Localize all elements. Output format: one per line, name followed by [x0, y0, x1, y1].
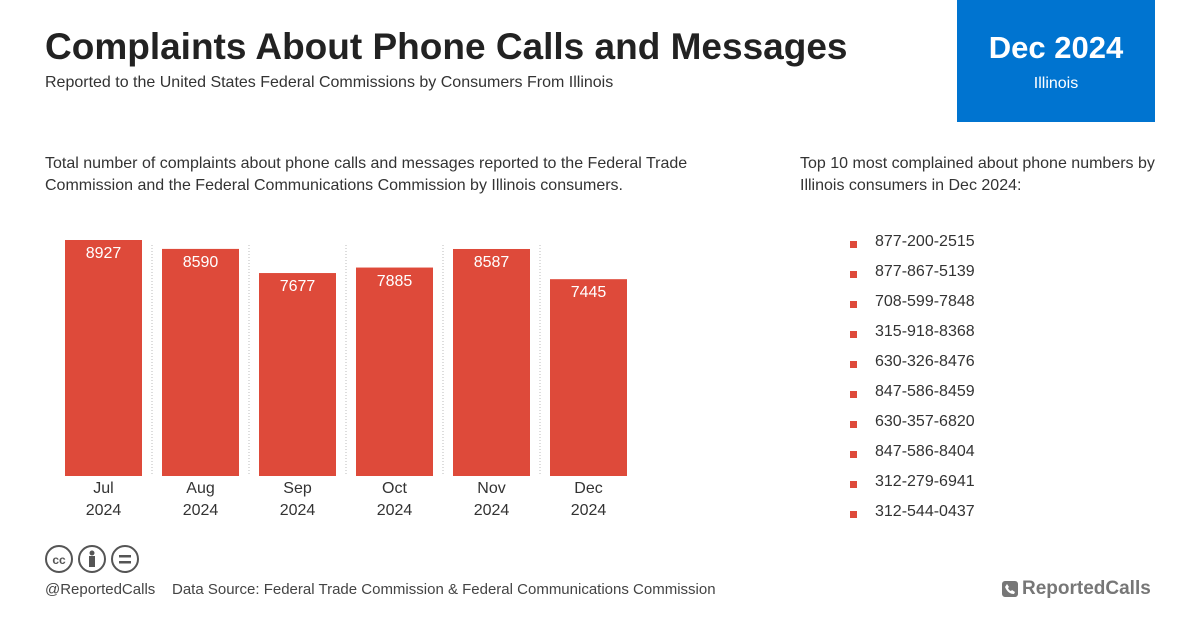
- brand: ReportedCalls: [1022, 578, 1151, 599]
- value-label: 8590: [182, 253, 219, 271]
- phone-number: 847-586-8404: [875, 443, 975, 460]
- bar: [550, 279, 627, 476]
- x-tick-label: Nov 2024: [473, 480, 510, 519]
- bar: [356, 267, 433, 476]
- bullet: [850, 271, 857, 278]
- value-label: 8587: [473, 253, 510, 271]
- phone-number: 312-544-0437: [875, 503, 975, 520]
- phone-number: 708-599-7848: [875, 293, 975, 310]
- badge-subtitle: Illinois: [1033, 75, 1079, 92]
- value-label: 7885: [376, 272, 413, 290]
- chart-description: Total number of complaints about phone c…: [45, 155, 688, 194]
- phone-number: 630-357-6820: [875, 413, 975, 430]
- subtitle: Reported to the United States Federal Co…: [45, 74, 614, 91]
- bar: [259, 273, 336, 476]
- value-label: 7677: [279, 278, 316, 296]
- badge: Dec 2024 Illinois: [957, 0, 1155, 122]
- x-tick-label: Oct 2024: [376, 480, 413, 519]
- handle: @ReportedCalls: [45, 581, 156, 598]
- bullet: [850, 421, 857, 428]
- bullet: [850, 331, 857, 338]
- phone-number: 312-279-6941: [875, 473, 975, 490]
- value-label: 7445: [570, 284, 607, 302]
- phone-number: 315-918-8368: [875, 323, 975, 340]
- phone-number: 847-586-8459: [875, 383, 975, 400]
- brand-icon: [1002, 581, 1018, 597]
- license-icons: cc: [45, 545, 139, 573]
- phone-number: 877-200-2515: [875, 233, 975, 250]
- list-title: Top 10 most complained about phone numbe…: [800, 155, 1155, 194]
- bullet: [850, 481, 857, 488]
- x-tick-label: Dec 2024: [570, 480, 607, 519]
- bar: [65, 240, 142, 476]
- x-tick-label: Aug 2024: [182, 480, 219, 519]
- bullet: [850, 391, 857, 398]
- phone-number: 877-867-5139: [875, 263, 975, 280]
- bullet: [850, 361, 857, 368]
- chart: [65, 240, 627, 476]
- bullet: [850, 241, 857, 248]
- data-source: Data Source: Federal Trade Commission & …: [172, 581, 716, 598]
- x-tick-label: Sep 2024: [279, 480, 316, 519]
- bullet: [850, 451, 857, 458]
- bullet: [850, 511, 857, 518]
- title: Complaints About Phone Calls and Message…: [45, 26, 848, 67]
- x-tick-label: Jul 2024: [85, 480, 122, 519]
- phone-number: 630-326-8476: [875, 353, 975, 370]
- badge-title: Dec 2024: [988, 30, 1124, 65]
- value-label: 8927: [85, 245, 122, 262]
- svg-text:cc: cc: [52, 553, 66, 567]
- bar: [162, 248, 239, 476]
- bar: [453, 248, 530, 476]
- bullet: [850, 301, 857, 308]
